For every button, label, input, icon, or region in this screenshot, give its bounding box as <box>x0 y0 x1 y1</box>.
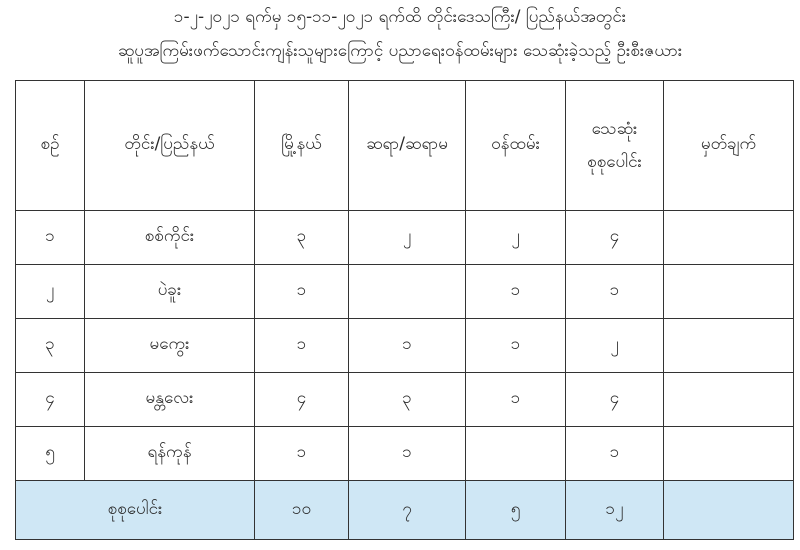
cell-no: ၅ <box>15 426 85 481</box>
cell-teachers: ၂ <box>348 210 466 265</box>
table-row: ၁စစ်ကိုင်း၃၂၂၄ <box>15 210 794 265</box>
cell-no: ၂ <box>15 264 85 319</box>
cell-teachers: ၁ <box>348 426 466 481</box>
casualty-table: စဉ် တိုင်း/ပြည်နယ် မြို့နယ် ဆရာ/ဆရာမ ဝန်… <box>15 80 794 540</box>
total-label: စုစုပေါင်း <box>15 480 255 540</box>
cell-remarks <box>663 210 794 265</box>
cell-remarks <box>663 372 794 427</box>
title-line-1: ၁-၂-၂၀၂၁ ရက်မှ ၁၅-၁၁-၂၀၂၁ ရက်ထိ တိုင်းဒေ… <box>173 7 627 27</box>
cell-region: ပဲခူး <box>84 264 255 319</box>
cell-teachers: ၃ <box>348 372 466 427</box>
cell-remarks <box>663 426 794 481</box>
cell-region: ရန်ကုန် <box>84 426 255 481</box>
total-townships: ၁၀ <box>254 480 349 540</box>
cell-staff: ၁ <box>465 372 566 427</box>
header-region: တိုင်း/ပြည်နယ် <box>84 80 255 211</box>
table-row: ၅ရန်ကုန်၁၁၁ <box>15 426 794 481</box>
cell-staff: ၁ <box>465 264 566 319</box>
table-row: ၂ပဲခူး၁၁၁ <box>15 264 794 319</box>
header-no: စဉ် <box>15 80 85 211</box>
header-row: စဉ် တိုင်း/ပြည်နယ် မြို့နယ် ဆရာ/ဆရာမ ဝန်… <box>15 80 794 211</box>
cell-total: ၁ <box>565 426 664 481</box>
total-staff: ၅ <box>465 480 566 540</box>
header-townships: မြို့နယ် <box>254 80 349 211</box>
total-remarks <box>663 480 794 540</box>
header-remarks: မှတ်ချက် <box>663 80 794 211</box>
cell-townships: ၁ <box>254 264 349 319</box>
cell-townships: ၃ <box>254 210 349 265</box>
cell-townships: ၁ <box>254 318 349 373</box>
cell-teachers <box>348 264 466 319</box>
cell-teachers: ၁ <box>348 318 466 373</box>
cell-staff <box>465 426 566 481</box>
total-teachers: ၇ <box>348 480 466 540</box>
cell-remarks <box>663 318 794 373</box>
cell-no: ၄ <box>15 372 85 427</box>
header-teachers: ဆရာ/ဆရာမ <box>348 80 466 211</box>
title-line-2: ဆူပူအကြမ်းဖက်သောင်းကျန်းသူများကြောင့် ပည… <box>117 41 683 61</box>
header-total-deaths: သေဆုံး စုစုပေါင်း <box>565 80 664 211</box>
cell-staff: ၁ <box>465 318 566 373</box>
cell-region: မကွေး <box>84 318 255 373</box>
cell-region: မန္တလေး <box>84 372 255 427</box>
cell-no: ၁ <box>15 210 85 265</box>
cell-townships: ၁ <box>254 426 349 481</box>
cell-region: စစ်ကိုင်း <box>84 210 255 265</box>
cell-townships: ၄ <box>254 372 349 427</box>
cell-total: ၁ <box>565 264 664 319</box>
table-row: ၃မကွေး၁၁၁၂ <box>15 318 794 373</box>
total-row: စုစုပေါင်း ၁၀ ၇ ၅ ၁၂ <box>15 480 794 540</box>
table-row: ၄မန္တလေး၄၃၁၄ <box>15 372 794 427</box>
header-staff: ဝန်ထမ်း <box>465 80 566 211</box>
cell-remarks <box>663 264 794 319</box>
cell-total: ၄ <box>565 372 664 427</box>
cell-total: ၂ <box>565 318 664 373</box>
total-deaths: ၁၂ <box>565 480 664 540</box>
cell-total: ၄ <box>565 210 664 265</box>
cell-no: ၃ <box>15 318 85 373</box>
cell-staff: ၂ <box>465 210 566 265</box>
